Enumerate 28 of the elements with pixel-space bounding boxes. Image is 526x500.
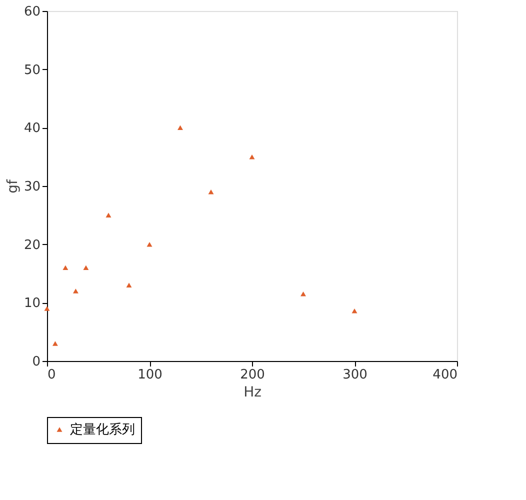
x-tick-label: 0 (48, 368, 56, 382)
legend-label: 定量化系列 (70, 422, 135, 438)
y-tick-label: 40 (24, 121, 40, 136)
y-tick-label: 60 (24, 4, 40, 20)
y-axis-title: gf (4, 178, 21, 194)
y-tick-label: 10 (24, 296, 40, 312)
x-tick-label: 200 (240, 368, 265, 382)
point (300, 292, 306, 296)
point (178, 125, 183, 130)
y-tick-label: 50 (24, 62, 40, 78)
point (106, 212, 112, 218)
x-tick-label: 300 (342, 368, 368, 382)
point (62, 265, 68, 270)
y-tick-label: 30 (24, 180, 40, 194)
point (83, 265, 89, 270)
point (208, 189, 214, 194)
point (249, 154, 255, 160)
x-tick-label: 100 (138, 368, 162, 382)
point (126, 282, 132, 288)
point (352, 308, 358, 314)
point (44, 306, 50, 311)
point (72, 288, 78, 294)
point (146, 242, 152, 247)
point (52, 341, 58, 346)
x-tick-label: 400 (432, 368, 458, 382)
y-tick-label: 20 (24, 238, 40, 253)
y-tick-label: 0 (32, 354, 40, 370)
x-axis-title: Hz (244, 384, 262, 400)
